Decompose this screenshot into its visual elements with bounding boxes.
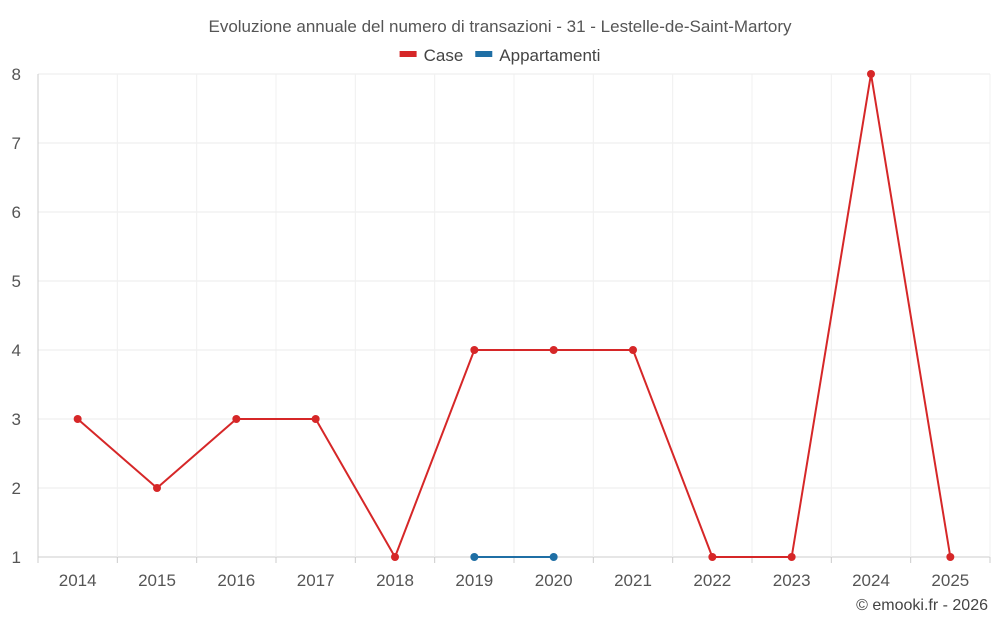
data-point — [153, 484, 161, 492]
y-tick-label: 1 — [12, 548, 21, 567]
data-point — [73, 415, 82, 423]
legend-item: Case — [399, 46, 464, 65]
series-line — [77, 73, 952, 558]
y-tick-label: 2 — [12, 479, 21, 498]
data-point — [470, 346, 479, 354]
x-tick-label: 2021 — [614, 571, 652, 590]
x-tick-label: 2019 — [455, 571, 493, 590]
y-tick-label: 4 — [12, 341, 21, 360]
y-tick-label: 7 — [12, 134, 21, 153]
grid — [37, 73, 991, 563]
y-tick-label: 3 — [12, 410, 21, 429]
legend-label: Case — [424, 46, 464, 65]
data-point — [311, 415, 320, 423]
legend-swatch — [399, 51, 417, 57]
x-tick-label: 2016 — [217, 571, 255, 590]
x-axis: 2014 2015 2016 2017 2018 2019 2020 2021 2022 2023… — [59, 571, 969, 590]
chart-title: Evoluzione annuale del numero di transaz… — [208, 17, 792, 36]
legend-label: Appartamenti — [499, 46, 600, 65]
data-point — [629, 346, 637, 354]
credit-text: © emooki.fr - 2026 — [856, 597, 988, 614]
data-point — [946, 553, 955, 561]
y-tick-label: 6 — [12, 203, 21, 222]
x-tick-label: 2023 — [773, 571, 811, 590]
series-group — [73, 70, 955, 561]
data-point — [787, 553, 796, 561]
legend-item: Appartamenti — [475, 46, 600, 65]
y-tick-label: 5 — [12, 272, 21, 291]
data-point — [391, 553, 399, 561]
legend-swatch — [475, 51, 493, 57]
x-tick-label: 2024 — [852, 571, 890, 590]
series-appartamenti — [470, 553, 558, 561]
data-point — [470, 553, 479, 561]
x-tick-label: 2014 — [59, 571, 97, 590]
data-point — [867, 70, 875, 78]
y-axis: 1 2 3 4 5 6 7 8 — [12, 65, 21, 567]
x-tick-label: 2015 — [138, 571, 176, 590]
data-point — [232, 415, 241, 423]
x-tick-label: 2018 — [376, 571, 414, 590]
x-tick-label: 2020 — [535, 571, 573, 590]
x-tick-label: 2022 — [693, 571, 731, 590]
data-point — [708, 553, 717, 561]
y-tick-label: 8 — [12, 65, 21, 84]
data-point — [549, 346, 558, 354]
legend: Case Appartamenti — [399, 46, 600, 65]
series-case — [73, 70, 955, 561]
data-point — [549, 553, 558, 561]
x-tick-label: 2025 — [931, 571, 969, 590]
x-tick-label: 2017 — [297, 571, 335, 590]
